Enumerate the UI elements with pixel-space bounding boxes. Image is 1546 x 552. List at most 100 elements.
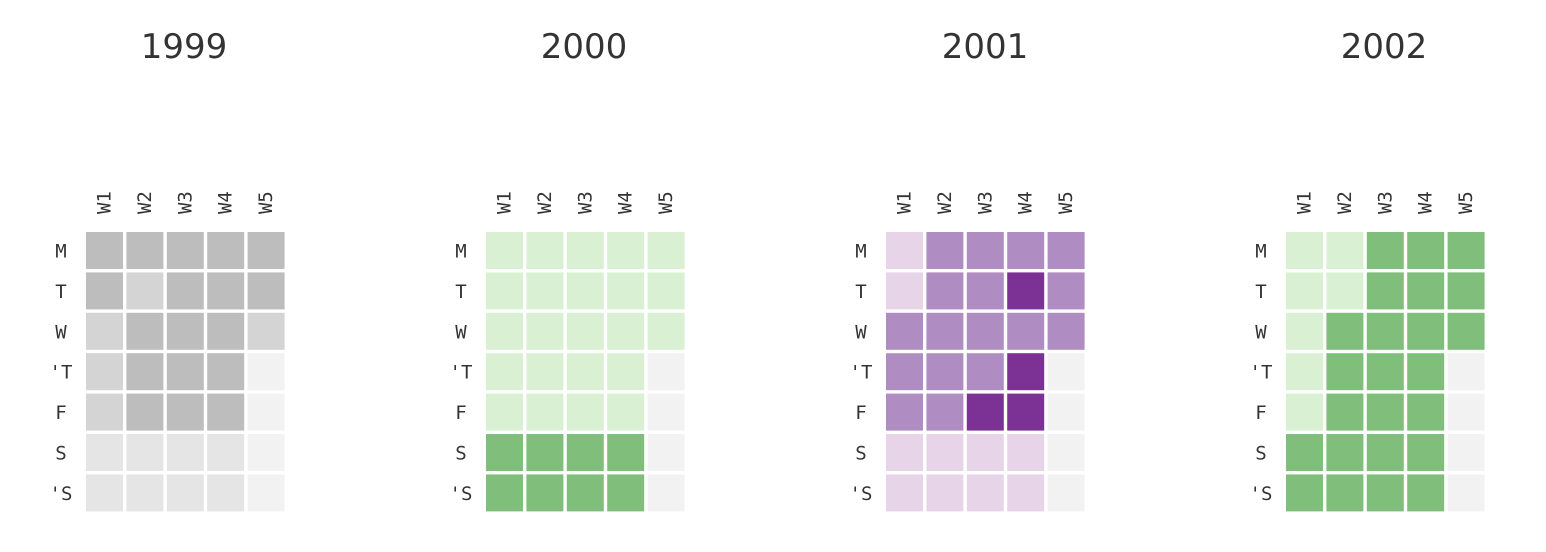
- day-label: W: [55, 321, 67, 343]
- heatmap-cell: [166, 434, 204, 471]
- heatmap-cell: [1366, 312, 1404, 350]
- heatmap-cell: [926, 232, 964, 269]
- week-label: W3: [1374, 191, 1396, 214]
- heatmap-cell: [1326, 474, 1364, 512]
- heatmap-cell: [926, 353, 964, 391]
- heatmap-cell: [486, 353, 523, 391]
- heatmap-cell: [1047, 312, 1085, 350]
- week-label: W4: [215, 191, 237, 214]
- heatmap-cell: [126, 232, 164, 269]
- heatmap-cell: [647, 312, 685, 350]
- heatmap-cell: [966, 232, 1004, 269]
- heatmap-cell: [166, 232, 204, 269]
- heatmap-cell: [886, 434, 923, 471]
- day-label: 'S: [50, 483, 73, 505]
- heatmap-cell: [1366, 272, 1404, 310]
- day-label: 'T: [50, 362, 73, 384]
- heatmap-cell: [126, 474, 164, 512]
- heatmap-cell: [126, 393, 164, 431]
- heatmap-cell: [486, 272, 523, 310]
- heatmap-cell: [647, 353, 685, 391]
- heatmap-cell: [1007, 312, 1045, 350]
- day-label: 'S: [450, 483, 473, 505]
- heatmap-cell: [486, 393, 523, 431]
- day-label: S: [855, 443, 866, 465]
- heatmap-cell: [526, 393, 564, 431]
- heatmap-cell: [1447, 272, 1485, 310]
- heatmap-cell: [926, 272, 964, 310]
- day-label: M: [55, 241, 66, 263]
- week-label: W1: [1294, 191, 1316, 214]
- heatmap-cell: [607, 232, 645, 269]
- week-label: W5: [655, 191, 677, 214]
- heatmap-cell: [607, 434, 645, 471]
- day-label: 'T: [450, 362, 473, 384]
- heatmap-cell: [247, 272, 285, 310]
- heatmap-cell: [247, 434, 285, 471]
- heatmap-cell: [1326, 393, 1364, 431]
- panel-2001: 2001 W1 W2 W3 W4 W5 MTW 'T FS 'S: [850, 27, 1085, 512]
- heatmap-cell: [486, 312, 523, 350]
- heatmap-cell: [926, 393, 964, 431]
- heatmap-cell: [247, 474, 285, 512]
- heatmap-cell: [926, 474, 964, 512]
- week-label: W3: [174, 191, 196, 214]
- heatmap-cell: [207, 272, 245, 310]
- heatmap-cell: [926, 434, 964, 471]
- heatmap-cell: [966, 353, 1004, 391]
- heatmap-cell: [247, 232, 285, 269]
- day-label: F: [455, 402, 466, 424]
- heatmap-cell: [886, 272, 923, 310]
- heatmap-cell: [166, 272, 204, 310]
- heatmap-cell: [166, 474, 204, 512]
- heatmap-cell: [207, 312, 245, 350]
- heatmap-cell: [566, 434, 604, 471]
- heatmap-cell: [1286, 393, 1323, 431]
- heatmap-cell: [1047, 393, 1085, 431]
- heatmap-cell: [1007, 393, 1045, 431]
- heatmap-cell: [886, 232, 923, 269]
- heatmap-cell: [1047, 434, 1085, 471]
- heatmap-cell: [1366, 474, 1404, 512]
- week-label: W2: [134, 191, 156, 214]
- heatmap-cell: [526, 272, 564, 310]
- day-label: T: [1255, 281, 1266, 303]
- heatmap-cell: [486, 232, 523, 269]
- day-label: T: [455, 281, 466, 303]
- panel-2000: 2000 W1 W2 W3 W4 W5 MTW 'T FS 'S: [450, 27, 685, 512]
- heatmap-cell: [1286, 434, 1323, 471]
- heatmap-cell: [566, 272, 604, 310]
- heatmap-cell: [1326, 272, 1364, 310]
- heatmap-cell: [126, 312, 164, 350]
- heatmap-cell: [86, 393, 123, 431]
- heatmap-cell: [926, 312, 964, 350]
- heatmap-cell: [1326, 232, 1364, 269]
- week-label: W5: [255, 191, 277, 214]
- heatmap-cell: [566, 353, 604, 391]
- heatmap-cell: [166, 312, 204, 350]
- heatmap-cell: [566, 312, 604, 350]
- week-label: W1: [494, 191, 516, 214]
- week-label: W2: [534, 191, 556, 214]
- heatmap-cell: [166, 353, 204, 391]
- heatmap-cell: [1407, 272, 1445, 310]
- week-label: W2: [934, 191, 956, 214]
- heatmap-cell: [126, 272, 164, 310]
- heatmap-cell: [1407, 474, 1445, 512]
- panel-title: 2001: [942, 27, 1029, 67]
- panel-title: 2002: [1341, 27, 1428, 67]
- heatmap-cell: [886, 353, 923, 391]
- heatmap-cell: [607, 312, 645, 350]
- day-label: S: [455, 443, 466, 465]
- panel-title: 1999: [141, 27, 228, 67]
- heatmap-cell: [647, 232, 685, 269]
- heatmap-cell: [607, 272, 645, 310]
- day-label: 'T: [1250, 362, 1273, 384]
- day-label: T: [855, 281, 866, 303]
- heatmap-cell: [966, 393, 1004, 431]
- week-label: W3: [574, 191, 596, 214]
- heatmap-cell: [1447, 232, 1485, 269]
- heatmap-cell: [1366, 353, 1404, 391]
- day-label: S: [1255, 443, 1266, 465]
